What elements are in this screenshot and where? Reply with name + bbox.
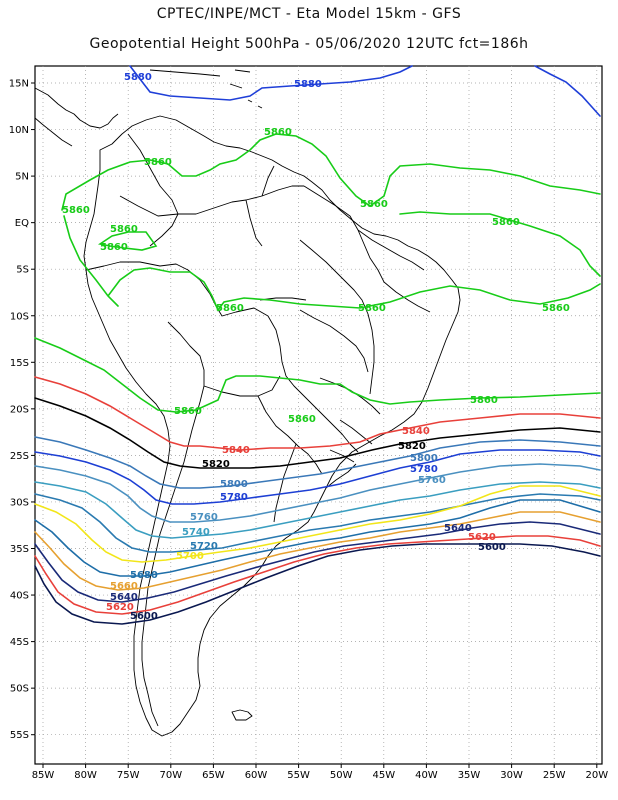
- contour-5820: [34, 397, 601, 469]
- lon-tick-label: 70W: [159, 770, 182, 781]
- contour-label-5860-j: 5860: [542, 303, 570, 314]
- lon-tick-label: 50W: [330, 770, 353, 781]
- contour-label-5860-e: 5860: [492, 217, 520, 228]
- contour-5880-east: [534, 65, 601, 117]
- contour-5720: [34, 493, 601, 553]
- contour-5840: [34, 376, 601, 451]
- contour-label-5860-h: 5860: [216, 303, 244, 314]
- lon-tick-label: 55W: [287, 770, 310, 781]
- contour-label-5800-b: 5800: [220, 479, 248, 490]
- contour-label-5600-a: 5600: [478, 542, 506, 553]
- contour-5600: [34, 543, 601, 625]
- contour-label-5860-k: 5860: [470, 395, 498, 406]
- contour-5740: [34, 481, 601, 539]
- lat-tick-label: 40S: [10, 591, 29, 602]
- lat-tick-label: 5N: [15, 172, 29, 183]
- contour-label-5840-b: 5840: [222, 445, 250, 456]
- lat-tick-label: 10N: [9, 125, 29, 136]
- contour-label-5880-b: 5880: [294, 79, 322, 90]
- contour-label-5680: 5680: [130, 570, 158, 581]
- map-title-line1: CPTEC/INPE/MCT - Eta Model 15km - GFS: [156, 6, 462, 22]
- contour-5700: [34, 485, 601, 563]
- contour-5760: [34, 463, 601, 523]
- contour-5860-amazon-inner: [63, 211, 601, 312]
- lat-tick-label: 15S: [10, 358, 29, 369]
- contour-label-5720: 5720: [190, 541, 218, 552]
- caribbean-islands: [149, 69, 263, 109]
- lat-tick-label: 45S: [10, 637, 29, 648]
- lat-tick-label: 25S: [10, 451, 29, 462]
- contour-label-5860-f: 5860: [110, 224, 138, 235]
- contour-lines: [34, 65, 601, 625]
- lat-tick-label: 5S: [16, 265, 29, 276]
- contour-label-5800-a: 5800: [410, 453, 438, 464]
- falkland-islands: [231, 709, 253, 721]
- contour-label-5860-d: 5860: [62, 205, 90, 216]
- contour-label-5880-a: 5880: [124, 72, 152, 83]
- contour-label-5760-b: 5760: [190, 512, 218, 523]
- lat-tick-label: 30S: [10, 497, 29, 508]
- contour-5800: [34, 436, 601, 489]
- contour-label-5760-a: 5760: [418, 475, 446, 486]
- map-title-line2: Geopotential Height 500hPa - 05/06/2020 …: [89, 36, 529, 52]
- axis-ticks: 15N 10N 5N EQ 5S 10S 15S 20S 25S 30S 35S 40S 45S 50S 5…: [9, 79, 608, 782]
- lat-tick-label: 50S: [10, 684, 29, 695]
- contour-label-5860-i: 5860: [358, 303, 386, 314]
- contour-5860-south: [34, 337, 601, 413]
- contour-5660: [34, 511, 601, 591]
- lon-tick-label: 20W: [585, 770, 608, 781]
- contour-5680: [34, 499, 601, 577]
- contour-label-5860-l: 5860: [174, 406, 202, 417]
- lon-tick-label: 40W: [415, 770, 438, 781]
- contour-label-5860-m: 5860: [288, 414, 316, 425]
- contour-label-5620-a: 5620: [468, 532, 496, 543]
- contour-label-5640-a: 5640: [444, 523, 472, 534]
- contour-label-5780-a: 5780: [410, 464, 438, 475]
- contour-label-5620-b: 5620: [106, 602, 134, 613]
- contour-5860-amazon: [61, 133, 601, 211]
- lon-tick-label: 75W: [117, 770, 140, 781]
- contour-label-5700: 5700: [176, 551, 204, 562]
- contour-label-5860-g: 5860: [100, 242, 128, 253]
- contour-label-5820-a: 5820: [398, 441, 426, 452]
- contour-label-5740: 5740: [182, 527, 210, 538]
- contour-5640: [34, 521, 601, 603]
- contour-labels: 5880 5880 5860 5860 5860 5860 5860 5860 …: [62, 72, 570, 622]
- central-america-coast: [34, 87, 119, 147]
- lon-tick-label: 45W: [372, 770, 395, 781]
- country-borders: [85, 133, 359, 727]
- lat-tick-label: 10S: [10, 311, 29, 322]
- contour-5780: [34, 449, 601, 505]
- contour-label-5660: 5660: [110, 581, 138, 592]
- lat-tick-label: 15N: [9, 79, 29, 90]
- lon-tick-label: 65W: [202, 770, 225, 781]
- lat-tick-label: 55S: [10, 730, 29, 741]
- contour-5620: [34, 535, 601, 615]
- lon-tick-label: 25W: [543, 770, 566, 781]
- contour-label-5860-b: 5860: [144, 157, 172, 168]
- lon-tick-label: 35W: [458, 770, 481, 781]
- lat-tick-label: 35S: [10, 544, 29, 555]
- contour-5880-north: [129, 65, 413, 101]
- contour-label-5840-a: 5840: [402, 426, 430, 437]
- lon-tick-label: 60W: [245, 770, 268, 781]
- contour-label-5600-b: 5600: [130, 611, 158, 622]
- contour-label-5860-c: 5860: [360, 199, 388, 210]
- contour-label-5820-b: 5820: [202, 459, 230, 470]
- contour-label-5860-a: 5860: [264, 127, 292, 138]
- contour-label-5780-b: 5780: [220, 492, 248, 503]
- south-america-coast: [83, 115, 461, 737]
- lon-tick-label: 85W: [32, 770, 55, 781]
- lon-tick-label: 30W: [500, 770, 523, 781]
- lat-tick-label: EQ: [15, 218, 29, 229]
- contour-label-5640-b: 5640: [110, 592, 138, 603]
- lat-tick-label: 20S: [10, 404, 29, 415]
- lon-tick-label: 80W: [74, 770, 97, 781]
